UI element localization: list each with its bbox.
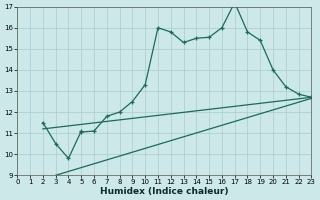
X-axis label: Humidex (Indice chaleur): Humidex (Indice chaleur) [100,187,228,196]
